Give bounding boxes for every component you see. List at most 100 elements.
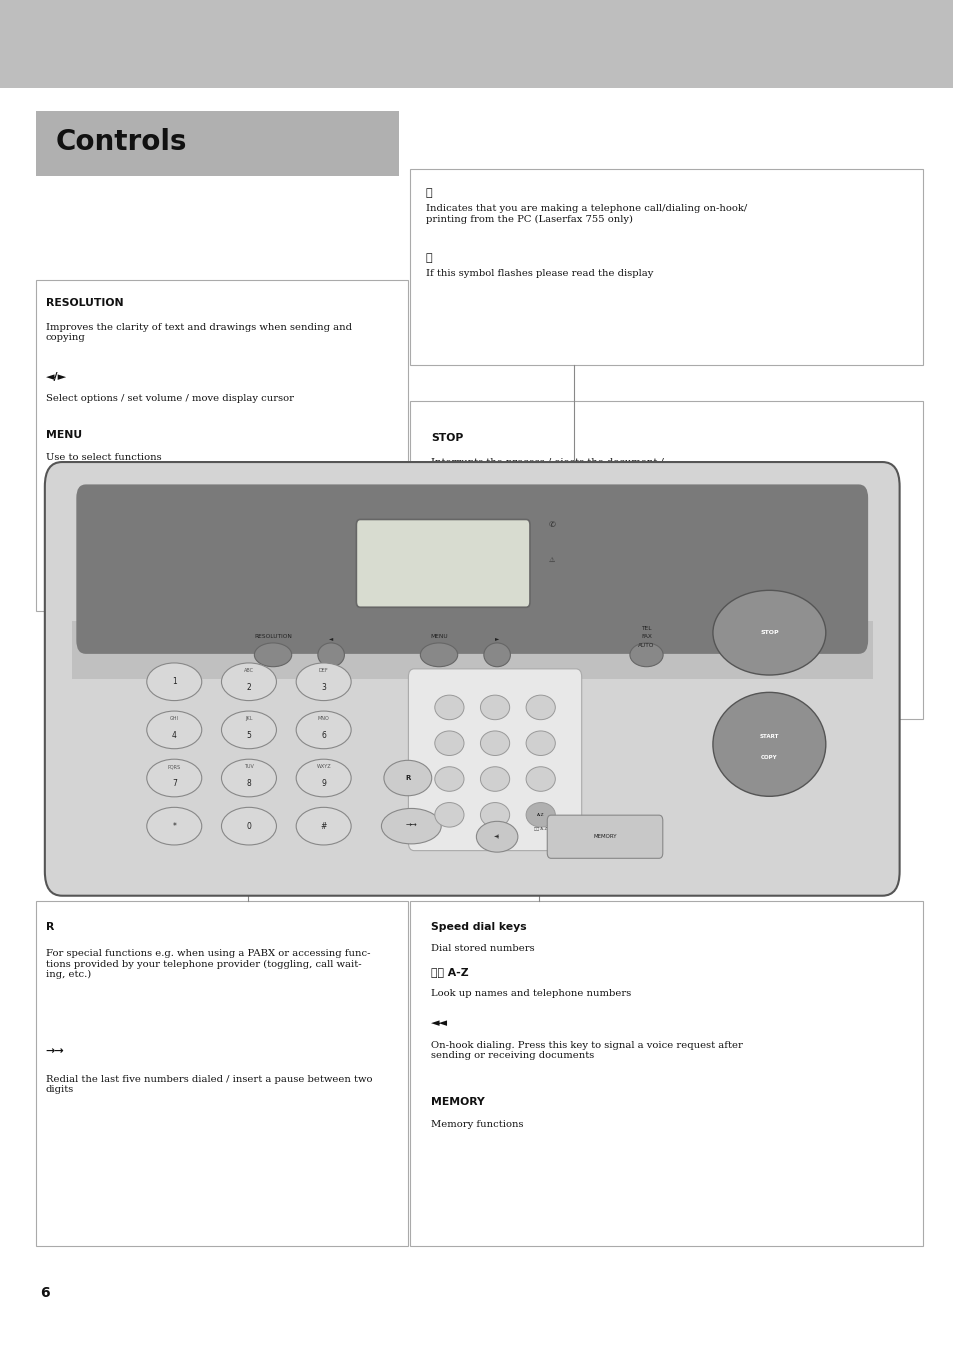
Text: →→: →→: [46, 1046, 64, 1056]
Text: AUTO: AUTO: [638, 643, 654, 648]
Text: →→: →→: [405, 823, 416, 830]
Text: ⚠: ⚠: [548, 557, 555, 562]
Text: MNO: MNO: [317, 716, 329, 721]
Ellipse shape: [295, 663, 351, 701]
Text: ◄: ◄: [329, 636, 333, 642]
Text: For special functions e.g. when using a PABX or accessing func-
tions provided b: For special functions e.g. when using a …: [46, 950, 370, 979]
Ellipse shape: [480, 767, 509, 792]
Ellipse shape: [147, 663, 201, 701]
Ellipse shape: [147, 808, 201, 844]
Ellipse shape: [147, 711, 201, 748]
Text: Select options / set volume / move display cursor: Select options / set volume / move displ…: [46, 394, 294, 403]
Ellipse shape: [221, 808, 276, 844]
Text: Use to select functions: Use to select functions: [46, 454, 161, 462]
Text: MEMORY: MEMORY: [593, 834, 617, 839]
Text: Look up names and telephone numbers: Look up names and telephone numbers: [431, 989, 630, 998]
Text: RESOLUTION: RESOLUTION: [253, 635, 292, 639]
Ellipse shape: [254, 643, 292, 666]
Ellipse shape: [295, 808, 351, 844]
Ellipse shape: [480, 731, 509, 755]
Text: 4: 4: [172, 731, 176, 740]
Ellipse shape: [435, 767, 463, 792]
Text: On-hook dialing. Press this key to signal a voice request after
sending or recei: On-hook dialing. Press this key to signa…: [431, 1040, 741, 1061]
Text: R: R: [46, 921, 54, 932]
Ellipse shape: [317, 643, 344, 666]
Text: Indicates that you are making a telephone call/dialing on-hook/
printing from th: Indicates that you are making a telephon…: [425, 204, 746, 224]
Text: ⚠: ⚠: [425, 253, 432, 263]
Text: STOP: STOP: [760, 630, 778, 635]
Bar: [410, 401, 923, 719]
Ellipse shape: [295, 711, 351, 748]
Bar: [410, 169, 923, 365]
Text: ◄/►: ◄/►: [46, 373, 67, 382]
Ellipse shape: [147, 759, 201, 797]
Text: WXYZ: WXYZ: [316, 765, 331, 769]
Text: MEMORY: MEMORY: [431, 1097, 484, 1108]
Text: 6: 6: [40, 1286, 50, 1300]
Text: Memory functions: Memory functions: [431, 1120, 522, 1129]
Text: Improves the clarity of text and drawings when sending and
copying: Improves the clarity of text and drawing…: [46, 323, 352, 342]
Text: If this symbol flashes please read the display: If this symbol flashes please read the d…: [425, 269, 652, 278]
Text: ►: ►: [495, 636, 498, 642]
Text: 1: 1: [172, 677, 176, 686]
Ellipse shape: [525, 802, 555, 827]
Ellipse shape: [525, 696, 555, 720]
Text: STOP: STOP: [431, 432, 462, 443]
Text: PQRS: PQRS: [168, 765, 181, 769]
Text: ◄): ◄): [494, 834, 499, 839]
Ellipse shape: [435, 731, 463, 755]
Ellipse shape: [629, 643, 662, 666]
FancyBboxPatch shape: [408, 669, 581, 851]
Ellipse shape: [712, 590, 825, 676]
Bar: [36, 901, 408, 1246]
FancyBboxPatch shape: [356, 520, 530, 608]
Text: 6: 6: [321, 731, 326, 740]
Ellipse shape: [483, 643, 510, 666]
Text: TUV: TUV: [244, 765, 253, 769]
Text: ⎕⎕ A-Z: ⎕⎕ A-Z: [431, 966, 468, 977]
Text: 7: 7: [172, 778, 176, 788]
Ellipse shape: [480, 802, 509, 827]
Ellipse shape: [221, 759, 276, 797]
Bar: [36, 111, 398, 176]
Text: Dial stored numbers: Dial stored numbers: [431, 944, 534, 954]
Text: MENU: MENU: [46, 430, 82, 440]
Text: *: *: [172, 821, 176, 831]
Ellipse shape: [221, 711, 276, 748]
Ellipse shape: [525, 767, 555, 792]
Ellipse shape: [381, 808, 440, 844]
Text: GHI: GHI: [170, 716, 178, 721]
FancyBboxPatch shape: [71, 621, 872, 680]
Text: TEL/FAX/AUTO: TEL/FAX/AUTO: [46, 492, 132, 501]
Ellipse shape: [295, 759, 351, 797]
Text: COPY: COPY: [760, 755, 777, 761]
Text: 3: 3: [321, 682, 326, 692]
Bar: [36, 280, 408, 611]
Ellipse shape: [712, 692, 825, 796]
Text: Interrupts the process / ejects the document /
cancels the input: Interrupts the process / ejects the docu…: [431, 458, 663, 478]
Bar: [410, 901, 923, 1246]
Text: Redial the last five numbers dialed / insert a pause between two
digits: Redial the last five numbers dialed / in…: [46, 1075, 372, 1094]
Text: ✆: ✆: [548, 520, 555, 530]
Text: ◄◄: ◄◄: [431, 1019, 447, 1028]
Ellipse shape: [435, 802, 463, 827]
Text: 8: 8: [246, 778, 251, 788]
Text: ABC: ABC: [244, 667, 253, 673]
Bar: [0, 0, 953, 88]
Text: START/COPY: START/COPY: [431, 526, 505, 535]
Ellipse shape: [221, 663, 276, 701]
Text: JKL: JKL: [245, 716, 253, 721]
Ellipse shape: [476, 821, 517, 852]
Text: 0: 0: [246, 821, 252, 831]
Text: RESOLUTION: RESOLUTION: [46, 297, 123, 308]
Text: Set receive mode (TEL/FAX/AUTO/TAM): Set receive mode (TEL/FAX/AUTO/TAM): [46, 515, 251, 524]
Text: #: #: [320, 821, 327, 831]
Text: 5: 5: [246, 731, 252, 740]
Text: ✆: ✆: [425, 189, 432, 199]
Text: Starts fax transfer or copies document: Starts fax transfer or copies document: [431, 550, 626, 559]
Text: START: START: [759, 734, 779, 739]
Ellipse shape: [383, 761, 432, 796]
Ellipse shape: [525, 731, 555, 755]
Ellipse shape: [420, 643, 457, 666]
FancyBboxPatch shape: [76, 485, 867, 654]
